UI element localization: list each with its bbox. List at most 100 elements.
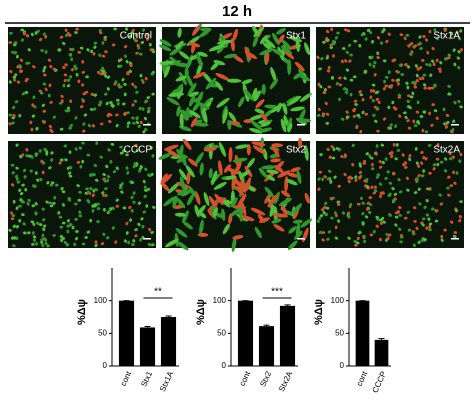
cell — [349, 53, 353, 57]
cell — [338, 76, 342, 80]
cell — [372, 229, 376, 234]
cell — [269, 205, 275, 217]
cell — [327, 230, 332, 234]
cell — [265, 174, 276, 181]
cell — [370, 55, 374, 60]
cell — [128, 34, 132, 38]
cell — [68, 53, 73, 57]
cell — [413, 85, 418, 89]
cell — [92, 189, 96, 193]
cell — [104, 74, 108, 78]
cell — [298, 137, 303, 149]
cell — [203, 192, 210, 207]
cell — [41, 243, 45, 248]
cell — [179, 176, 186, 192]
cell — [148, 42, 152, 47]
cell — [42, 161, 46, 165]
cell — [449, 184, 454, 188]
cell — [121, 78, 125, 82]
cell — [446, 186, 450, 190]
cell — [327, 85, 332, 89]
scale-bar — [143, 238, 151, 240]
cell — [10, 183, 15, 187]
cell — [400, 72, 404, 76]
panel-label: Stx2 — [286, 145, 306, 156]
cell — [318, 67, 322, 71]
cell — [343, 76, 347, 80]
cell — [133, 85, 138, 89]
bar — [139, 327, 156, 366]
cell — [224, 175, 237, 180]
cell — [53, 195, 57, 200]
cell — [435, 116, 439, 121]
cell — [33, 105, 37, 109]
cell — [91, 209, 95, 213]
cell — [78, 190, 82, 194]
cell — [389, 85, 393, 89]
cell — [374, 152, 378, 156]
cell — [258, 167, 268, 178]
cell — [15, 236, 19, 241]
cell — [348, 59, 352, 63]
bar — [355, 300, 370, 366]
cell — [354, 103, 358, 106]
cell — [182, 210, 189, 224]
cell — [270, 158, 282, 163]
cell — [424, 130, 429, 134]
cell — [14, 174, 19, 179]
cell — [363, 179, 367, 183]
cell — [149, 146, 153, 150]
bar — [118, 300, 135, 366]
cell — [24, 187, 28, 192]
cell — [457, 99, 461, 103]
cell — [380, 143, 385, 147]
y-tick-label: 50 — [98, 328, 107, 337]
cell — [114, 240, 118, 244]
cell — [64, 158, 68, 162]
cell — [362, 234, 366, 238]
cell — [359, 129, 363, 134]
cell — [253, 90, 261, 102]
cell — [169, 46, 182, 56]
cell — [406, 119, 410, 123]
cell — [59, 225, 64, 229]
cell — [34, 212, 38, 216]
cell — [361, 97, 365, 102]
cell — [375, 106, 379, 111]
cell — [126, 111, 130, 115]
cell — [250, 120, 263, 131]
cell — [423, 205, 427, 209]
cell — [427, 217, 431, 221]
cell — [118, 186, 123, 190]
cell — [406, 105, 411, 109]
x-tick-label: Stx2A — [277, 369, 294, 393]
cell — [457, 65, 461, 70]
cell — [30, 32, 34, 37]
cell — [13, 41, 18, 45]
cell — [401, 153, 405, 157]
cell — [148, 227, 152, 232]
cell — [253, 27, 265, 38]
cell — [120, 190, 124, 194]
bar — [258, 326, 275, 366]
cell — [378, 165, 383, 169]
cell — [425, 198, 429, 203]
cell — [447, 193, 451, 197]
cell — [373, 60, 377, 65]
cell — [405, 81, 409, 85]
cell — [418, 41, 423, 45]
cell — [20, 38, 24, 42]
cell — [344, 91, 349, 95]
cell — [272, 32, 280, 46]
cell — [59, 127, 64, 131]
cell — [57, 48, 61, 52]
cell — [337, 219, 341, 223]
cell — [444, 157, 448, 161]
cell — [100, 242, 105, 246]
cell — [21, 200, 26, 204]
cell — [150, 72, 155, 76]
cell — [81, 60, 85, 64]
cell — [336, 200, 341, 204]
cell — [397, 82, 400, 86]
cell — [93, 41, 98, 45]
